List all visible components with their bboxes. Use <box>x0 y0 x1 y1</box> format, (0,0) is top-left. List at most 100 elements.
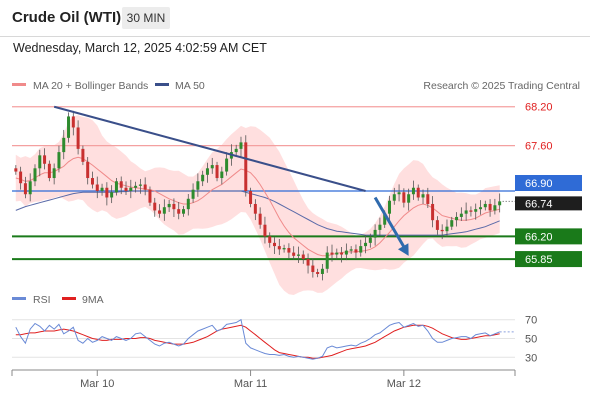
candle <box>158 204 162 218</box>
candle <box>306 253 310 274</box>
level-label-66.20: 66.20 <box>525 231 553 243</box>
candle-body <box>105 187 109 198</box>
candle <box>354 244 358 259</box>
candle-body <box>483 203 487 208</box>
candle <box>210 157 214 174</box>
candle <box>129 179 133 199</box>
candle <box>215 161 219 182</box>
header-divider <box>0 36 590 37</box>
candle-body <box>258 213 262 225</box>
candle <box>71 110 75 136</box>
timeframe-button[interactable]: 30 MIN <box>122 7 170 29</box>
candle <box>335 248 339 260</box>
candle-body <box>148 189 152 203</box>
candle <box>440 224 444 240</box>
candle-body <box>210 165 214 169</box>
candle-body <box>47 163 51 179</box>
candle-body <box>201 174 205 182</box>
current-price-badge <box>515 196 582 211</box>
candle <box>325 246 329 273</box>
candle <box>488 199 492 217</box>
bollinger-band <box>15 115 500 295</box>
candle-body <box>354 249 358 253</box>
level-badge-66.20 <box>515 228 582 245</box>
candle <box>172 198 176 218</box>
candle-body <box>191 189 195 199</box>
candle <box>479 200 483 215</box>
candle <box>124 181 128 196</box>
rsi-plot: 70 50 30 <box>12 315 537 364</box>
candle <box>296 246 300 263</box>
candle <box>47 160 51 182</box>
candle-body <box>282 248 286 250</box>
rsi-legend-label: RSI <box>33 294 51 306</box>
forecast-arrow-shaft <box>373 196 407 251</box>
candle-body <box>373 229 377 238</box>
candle-body <box>95 184 99 191</box>
candle-body <box>340 252 344 255</box>
candle-body <box>407 194 411 203</box>
candle <box>364 234 368 254</box>
candle <box>416 184 420 201</box>
candle-body <box>344 250 348 255</box>
candle <box>81 145 85 166</box>
candle <box>287 243 291 259</box>
candle-body <box>57 152 61 169</box>
candle <box>181 205 185 217</box>
candle-body <box>474 209 478 212</box>
time-tick-label-Mar-11: Mar 11 <box>234 378 267 390</box>
candle-body <box>14 168 18 172</box>
candle-body <box>52 168 56 179</box>
candle-body <box>397 192 401 195</box>
candle <box>474 203 478 220</box>
candle-body <box>19 171 23 184</box>
ma50-legend-swatch <box>155 83 169 86</box>
candle-body <box>134 185 138 188</box>
candle-body <box>469 210 473 212</box>
candle <box>258 207 262 229</box>
candle-body <box>234 148 238 153</box>
level-badge-66.90 <box>515 175 582 191</box>
candle <box>431 196 435 228</box>
chart-datetime: Wednesday, March 12, 2025 4:02:59 AM CET <box>13 41 267 55</box>
rsi-line <box>15 318 500 360</box>
candle <box>455 212 459 227</box>
price-plot: 68.20 67.60 66.90 66.20 65.85 66.74 <box>12 102 582 295</box>
candle-body <box>67 116 71 138</box>
time-tick-label-Mar-12: Mar 12 <box>387 378 421 390</box>
candle-body <box>86 161 90 179</box>
candle <box>19 166 23 190</box>
candle-body <box>311 265 315 273</box>
candle-body <box>498 201 502 206</box>
candle-body <box>387 200 391 214</box>
candle-body <box>23 183 27 195</box>
candle-body <box>124 187 128 191</box>
candle <box>76 120 80 155</box>
candle <box>483 200 487 211</box>
candle-body <box>316 272 320 274</box>
candle-body <box>172 203 176 210</box>
candle <box>292 246 296 260</box>
candle <box>493 198 497 215</box>
level-label-66.90: 66.90 <box>525 178 553 190</box>
candle <box>397 184 401 202</box>
candle <box>33 164 37 187</box>
candle-body <box>277 246 281 250</box>
candle-body <box>143 184 147 190</box>
candle <box>67 112 71 143</box>
candle <box>311 258 315 278</box>
candle-body <box>459 213 463 217</box>
candle <box>110 185 114 204</box>
candle <box>162 199 166 221</box>
candle-body <box>167 203 171 208</box>
candle <box>426 187 430 208</box>
candle <box>373 224 377 246</box>
candle-body <box>177 209 181 214</box>
candle <box>225 152 229 176</box>
candle <box>186 193 190 216</box>
candle <box>43 148 47 170</box>
candle <box>349 246 353 254</box>
candle-body <box>33 168 37 182</box>
candle <box>196 173 200 197</box>
